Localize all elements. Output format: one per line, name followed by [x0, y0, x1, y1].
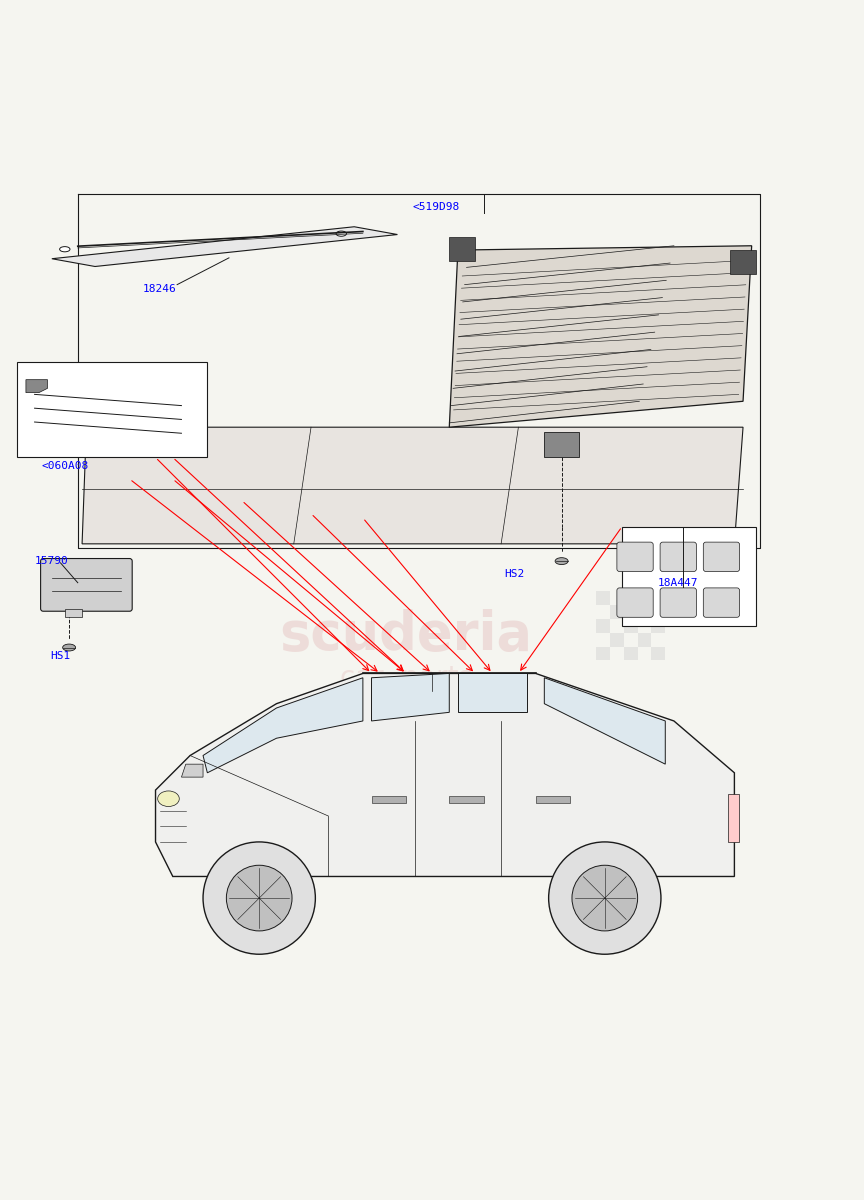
FancyBboxPatch shape [617, 588, 653, 617]
Bar [596, 619, 610, 632]
Polygon shape [156, 673, 734, 876]
Bar [372, 796, 406, 803]
FancyBboxPatch shape [703, 588, 740, 617]
Polygon shape [458, 673, 527, 713]
Bar [622, 527, 756, 626]
Circle shape [549, 842, 661, 954]
Bar [638, 632, 651, 647]
Ellipse shape [63, 644, 76, 650]
Bar [638, 605, 651, 619]
Polygon shape [372, 673, 449, 721]
Bar [449, 238, 475, 262]
Bar [610, 632, 624, 647]
Bar [624, 592, 638, 605]
FancyBboxPatch shape [660, 588, 696, 617]
Text: scuderia: scuderia [280, 608, 532, 660]
Circle shape [572, 865, 638, 931]
Polygon shape [544, 432, 579, 457]
Polygon shape [449, 246, 752, 427]
Circle shape [226, 865, 292, 931]
Polygon shape [26, 379, 48, 392]
Text: 18A447: 18A447 [658, 577, 698, 588]
Ellipse shape [157, 791, 180, 806]
FancyBboxPatch shape [617, 542, 653, 571]
Bar [596, 647, 610, 660]
Text: HS2: HS2 [504, 569, 524, 580]
Bar [624, 619, 638, 632]
Polygon shape [544, 678, 665, 764]
FancyBboxPatch shape [703, 542, 740, 571]
Ellipse shape [555, 558, 569, 564]
Polygon shape [52, 227, 397, 266]
Ellipse shape [60, 247, 70, 252]
Bar [730, 250, 756, 275]
Bar [624, 647, 638, 660]
Polygon shape [82, 427, 743, 544]
Bar [17, 362, 207, 457]
Bar [610, 605, 624, 619]
FancyBboxPatch shape [660, 542, 696, 571]
Text: <519D98: <519D98 [413, 202, 460, 212]
Bar [65, 608, 82, 617]
Bar [651, 592, 665, 605]
Text: 18246: 18246 [143, 284, 177, 294]
Bar [728, 794, 739, 842]
Bar [651, 619, 665, 632]
Bar [449, 796, 484, 803]
Text: car  parts: car parts [340, 664, 473, 691]
Bar [596, 592, 610, 605]
Text: <060A08: <060A08 [41, 461, 88, 472]
Bar [536, 796, 570, 803]
Text: HS1: HS1 [50, 652, 71, 661]
Ellipse shape [336, 232, 346, 236]
Circle shape [203, 842, 315, 954]
FancyBboxPatch shape [41, 558, 132, 611]
Polygon shape [181, 764, 203, 778]
Polygon shape [203, 678, 363, 773]
Text: 15790: 15790 [35, 556, 69, 566]
Bar [651, 647, 665, 660]
